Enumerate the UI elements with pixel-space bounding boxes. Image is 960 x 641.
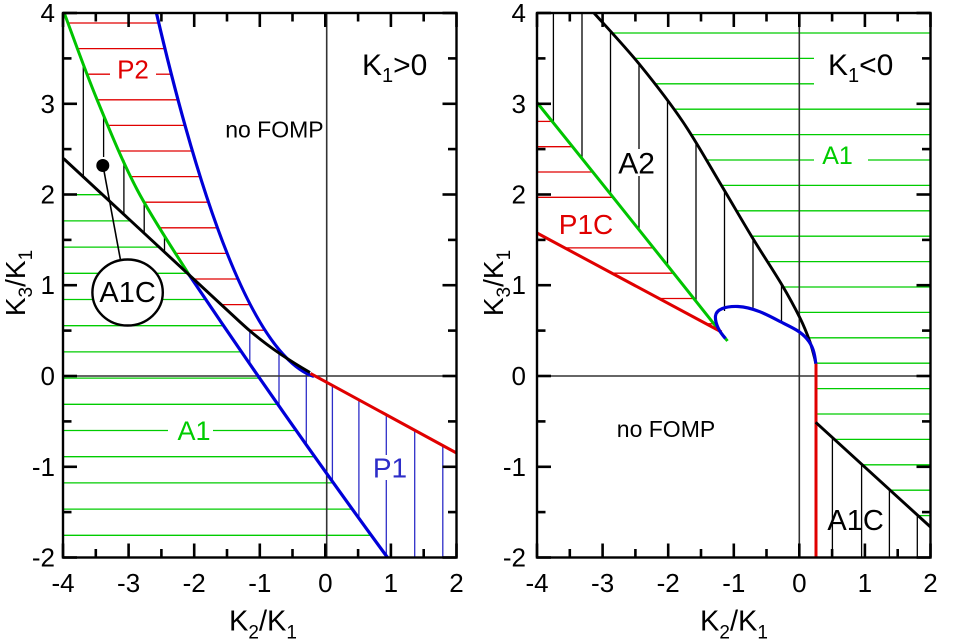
svg-text:-3: -3: [117, 568, 140, 598]
svg-text:-2: -2: [657, 568, 680, 598]
svg-text:4: 4: [41, 0, 55, 28]
svg-text:0: 0: [318, 568, 332, 598]
svg-text:-4: -4: [525, 568, 548, 598]
svg-text:K3/K1: K3/K1: [0, 250, 37, 316]
svg-text:-4: -4: [51, 568, 74, 598]
svg-text:A1: A1: [822, 142, 853, 170]
svg-text:0: 0: [41, 361, 55, 391]
svg-text:0: 0: [512, 361, 526, 391]
svg-text:K1>0: K1>0: [362, 49, 427, 87]
svg-text:-1: -1: [722, 568, 745, 598]
svg-text:P1: P1: [373, 453, 407, 484]
svg-text:K2/K1: K2/K1: [700, 606, 768, 641]
svg-text:0: 0: [792, 568, 806, 598]
svg-text:P1C: P1C: [559, 209, 613, 240]
svg-text:2: 2: [41, 180, 55, 210]
svg-text:A1: A1: [177, 416, 210, 446]
svg-text:4: 4: [512, 0, 526, 28]
svg-text:-1: -1: [503, 452, 526, 482]
svg-text:-1: -1: [248, 568, 271, 598]
svg-text:no FOMP: no FOMP: [617, 416, 715, 442]
svg-text:3: 3: [512, 89, 526, 119]
svg-text:1: 1: [858, 568, 872, 598]
svg-text:K2/K1: K2/K1: [229, 606, 297, 641]
svg-text:A1C: A1C: [99, 277, 155, 309]
svg-text:1: 1: [384, 568, 398, 598]
svg-text:2: 2: [449, 568, 463, 598]
svg-text:-2: -2: [183, 568, 206, 598]
svg-text:A2: A2: [618, 148, 655, 181]
svg-text:P2: P2: [117, 55, 149, 85]
svg-text:-2: -2: [503, 543, 526, 573]
svg-text:1: 1: [512, 270, 526, 300]
svg-text:3: 3: [41, 89, 55, 119]
svg-text:-1: -1: [32, 452, 55, 482]
svg-text:no FOMP: no FOMP: [225, 117, 323, 143]
svg-text:A1C: A1C: [827, 505, 883, 537]
svg-text:K1<0: K1<0: [828, 49, 893, 87]
svg-text:2: 2: [512, 180, 526, 210]
svg-text:K3/K1: K3/K1: [478, 250, 515, 316]
svg-text:1: 1: [41, 270, 55, 300]
svg-text:-2: -2: [32, 543, 55, 573]
svg-text:2: 2: [923, 568, 937, 598]
svg-text:-3: -3: [591, 568, 614, 598]
